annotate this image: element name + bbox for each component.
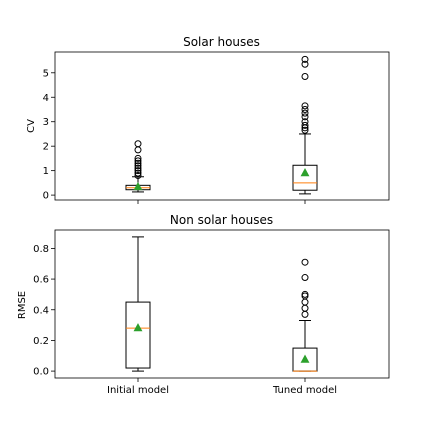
outlier-point <box>134 140 142 148</box>
plot-frame <box>54 51 390 201</box>
x-tick-label: Initial model <box>107 385 169 396</box>
outlier-point <box>301 274 309 282</box>
y-tick-label: 1 <box>43 166 49 177</box>
y-axis-label-cv: CV <box>26 119 37 133</box>
outlier-point <box>301 304 309 312</box>
outlier-point <box>301 258 309 266</box>
plot-frame <box>54 229 390 379</box>
outlier-point <box>134 164 142 172</box>
y-tick-label: 0.0 <box>33 367 49 378</box>
outlier-point <box>134 167 142 175</box>
mean-marker <box>300 168 310 177</box>
outlier-point <box>301 55 309 63</box>
box-iqr <box>125 301 151 369</box>
outlier-point <box>134 146 142 154</box>
box-iqr <box>292 164 318 191</box>
outlier-point <box>301 298 309 306</box>
y-tick-label: 0 <box>43 191 49 202</box>
y-tick-label: 0.2 <box>33 336 49 347</box>
outlier-point <box>301 60 309 68</box>
outlier-point <box>301 109 309 117</box>
chart-title-solar: Solar houses <box>183 35 260 49</box>
outlier-point <box>301 121 309 129</box>
plot-solar: 0 1 2 3 4 5 <box>43 51 390 204</box>
outlier-point <box>301 102 309 110</box>
y-axis-label-rmse: RMSE <box>17 291 28 319</box>
outlier-point <box>134 162 142 170</box>
outlier-point <box>134 154 142 162</box>
mean-marker <box>133 181 143 191</box>
x-tick-label: Tuned model <box>272 385 337 396</box>
outlier-point <box>301 105 309 113</box>
y-tick-label: 3 <box>43 117 49 128</box>
outlier-point <box>301 290 309 298</box>
chart-title-non-solar: Non solar houses <box>170 213 273 227</box>
mean-marker <box>300 354 310 363</box>
outlier-point <box>301 113 309 121</box>
outlier-point <box>134 169 142 177</box>
outlier-point <box>301 118 309 126</box>
outlier-point <box>134 159 142 167</box>
y-tick-label: 4 <box>43 93 49 104</box>
outlier-point <box>301 310 309 318</box>
y-tick-label: 2 <box>43 142 49 153</box>
y-tick-label: 0.8 <box>33 244 49 255</box>
outlier-point <box>134 157 142 165</box>
mean-marker <box>133 323 143 332</box>
outlier-point <box>134 172 142 180</box>
y-tick-label: 5 <box>43 68 49 79</box>
y-tick-label: 0.6 <box>33 275 49 286</box>
outlier-point <box>301 126 309 134</box>
y-tick-label: 0.4 <box>33 305 49 316</box>
outlier-point <box>301 72 309 80</box>
plot-non-solar: 0.0 0.2 0.4 0.6 0.8 Initial model Tuned model <box>33 229 390 396</box>
